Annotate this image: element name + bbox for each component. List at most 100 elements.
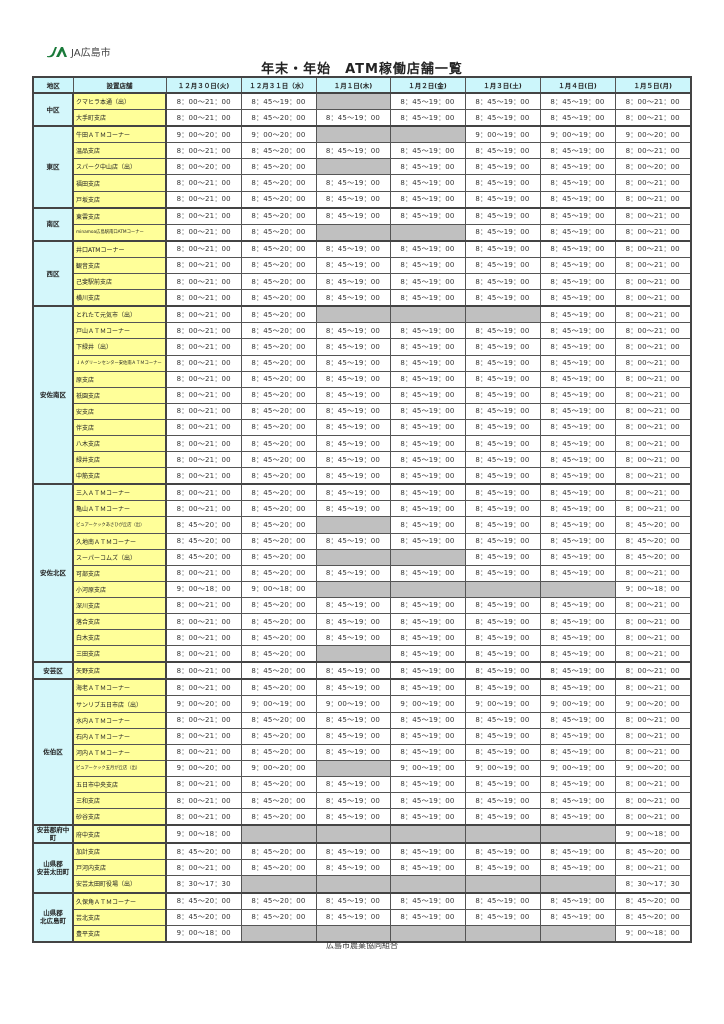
hours-cell: 8：45～20：00 [240, 256, 317, 275]
hours-cell: 8：45～20：00 [614, 532, 692, 550]
hours-cell: 8：45～20：00 [240, 629, 317, 647]
hours-cell: 8：45～19：00 [464, 451, 541, 469]
hours-cell: 9：00～18：00 [240, 580, 317, 598]
closed-cell [389, 125, 466, 144]
store-name: スーパーコムズ（出） [72, 548, 167, 566]
hours-cell: 8：00～21：00 [165, 386, 242, 404]
region-cell: 西区 [32, 239, 74, 307]
hours-cell: 8：45～19：00 [464, 418, 541, 436]
hours-cell: 8：45～19：00 [389, 239, 466, 258]
hours-cell: 8：45～19：00 [315, 322, 391, 340]
hours-cell: 8：45～19：00 [464, 661, 541, 680]
hours-cell: 8：00～21：00 [165, 859, 242, 877]
hours-cell: 8：45～19：00 [315, 174, 391, 192]
hours-cell: 8：00～21：00 [614, 402, 692, 420]
hours-cell: 8：45～20：00 [240, 516, 317, 534]
hours-cell: 8：45～19：00 [389, 109, 466, 127]
hours-cell: 8：45～20：00 [240, 891, 317, 910]
hours-cell: 8：45～19：00 [389, 645, 466, 663]
hours-cell: 8：45～19：00 [464, 516, 541, 534]
hours-cell: 8：45～20：00 [240, 842, 317, 861]
closed-cell [315, 875, 391, 893]
hours-cell: 8：45～20：00 [240, 775, 317, 794]
hours-cell: 8：45～19：00 [389, 386, 466, 404]
store-name: 下緑井（出） [72, 338, 167, 356]
table-row: 中筋支店 8：00～21：00 8：45～20：00 8：45～19：00 8：45～1… [33, 467, 692, 485]
hours-cell: 9：00～18：00 [614, 824, 692, 844]
hours-cell: 9：00～18：00 [165, 580, 242, 598]
table-row: 落合支店 8：00～21：00 8：45～20：00 8：45～19：00 8：45～1… [33, 612, 692, 631]
hours-cell: 8：45～19：00 [464, 338, 541, 356]
hours-cell: 8：45～19：00 [539, 386, 616, 404]
hours-cell: 8：45～20：00 [240, 289, 317, 307]
hours-cell: 8：00～21：00 [165, 142, 242, 160]
hours-cell: 9：00～19：00 [464, 759, 541, 777]
hours-cell: 8：00～21：00 [614, 142, 692, 160]
table-row: 砂谷支店 8：00～21：00 8：45～20：00 8：45～19：00 8：45～1… [33, 808, 692, 826]
store-name: 安支店 [72, 402, 167, 420]
hours-cell: 8：00～21：00 [614, 239, 692, 258]
hours-cell: 8：30～17：30 [614, 875, 692, 893]
page-title: 年末・年始 ATM稼働店舗一覧 [261, 62, 463, 77]
hours-cell: 8：45～20：00 [240, 451, 317, 469]
hours-cell: 8：45～20：00 [240, 223, 317, 242]
hours-cell: 8：45～19：00 [464, 109, 541, 127]
region-cell: 山県郡 安芸太田町 [32, 842, 74, 894]
store-name: 緑井支店 [72, 451, 167, 469]
closed-cell [315, 125, 391, 144]
store-name: ＪＡグリーンセンター安佐南ＡＴＭコーナー [72, 354, 167, 372]
hours-cell: 8：45～19：00 [539, 402, 616, 420]
hours-cell: 8：45～19：00 [464, 273, 541, 291]
hours-cell: 8：00～21：00 [165, 792, 242, 810]
hours-cell: 8：45～19：00 [315, 678, 391, 697]
hours-cell: 8：45～19：00 [315, 629, 391, 647]
hours-cell: 8：45～20：00 [240, 612, 317, 631]
closed-cell [539, 824, 616, 844]
closed-cell [389, 924, 466, 943]
hours-cell: 9：00～20：00 [614, 125, 692, 144]
hours-cell: 8：45～19：00 [539, 500, 616, 518]
hours-cell: 8：45～20：00 [614, 891, 692, 910]
hours-cell: 8：45～19：00 [315, 500, 391, 518]
hours-cell: 8：45～19：00 [315, 842, 391, 861]
hours-cell: 8：45～19：00 [389, 273, 466, 291]
hours-cell: 8：45～19：00 [539, 564, 616, 582]
store-name: 五日市中央支店 [72, 775, 167, 794]
hours-cell: 8：45～19：00 [389, 842, 466, 861]
hours-cell: 8：00～21：00 [614, 190, 692, 209]
table-row: 石内ＡＴＭコーナー 8：00～21：00 8：45～20：00 8：45～19：00 8… [33, 727, 692, 745]
hours-cell: 8：45～19：00 [464, 891, 541, 910]
store-name: ピュアークックあさひが丘店（出） [72, 516, 167, 534]
hours-cell: 8：45～19：00 [315, 564, 391, 582]
hours-cell: 8：45～19：00 [464, 190, 541, 209]
table-row: 山県郡 北広島町 久保角ＡＴＭコーナー 8：45～20：00 8：45～20：00 8：… [32, 891, 692, 943]
hours-cell: 8：45～19：00 [539, 548, 616, 566]
hours-cell: 8：45～19：00 [464, 859, 541, 877]
hours-cell: 8：00～21：00 [165, 596, 242, 615]
hours-cell: 8：45～19：00 [389, 256, 466, 275]
hours-cell: 9：00～20：00 [165, 125, 242, 144]
hours-cell: 8：45～19：00 [315, 418, 391, 436]
hours-cell: 8：00～21：00 [165, 629, 242, 647]
hours-cell: 9：00～20：00 [614, 759, 692, 777]
hours-cell: 8：45～19：00 [389, 500, 466, 518]
hours-cell: 8：00～21：00 [614, 727, 692, 745]
table-row: 可部支店 8：00～21：00 8：45～20：00 8：45～19：00 8：45～1… [33, 564, 692, 582]
hours-cell: 8：45～20：00 [240, 500, 317, 518]
hours-cell: 8：00～21：00 [614, 808, 692, 826]
hours-cell: 8：45～20：00 [240, 239, 317, 258]
table-row: 安芸区 矢野支店 8：00～21：00 8：45～20：00 8：45～19：00 8：4… [32, 661, 692, 680]
hours-cell: 8：00～21：00 [165, 483, 242, 502]
hours-cell: 8：45～19：00 [389, 891, 466, 910]
table-row: 戸山ＡＴＭコーナー 8：00～21：00 8：45～20：00 8：45～19：00 8… [33, 322, 692, 340]
hours-cell: 8：45～19：00 [464, 596, 541, 615]
hours-cell: 8：45～20：00 [240, 402, 317, 420]
table-row: 戸坂支店 8：00～21：00 8：45～20：00 8：45～19：00 8：45～1… [33, 190, 692, 209]
hours-cell: 8：45～19：00 [464, 645, 541, 663]
store-name: 東雲支店 [72, 206, 167, 225]
closed-cell [315, 645, 391, 663]
hours-cell: 8：00～21：00 [165, 467, 242, 485]
table-row: スーパーコムズ（出） 8：45～20：00 8：45～20：00 8：45～19：00… [33, 548, 692, 566]
hours-cell: 8：00～21：00 [165, 500, 242, 518]
header-region: 地区 [32, 76, 74, 94]
